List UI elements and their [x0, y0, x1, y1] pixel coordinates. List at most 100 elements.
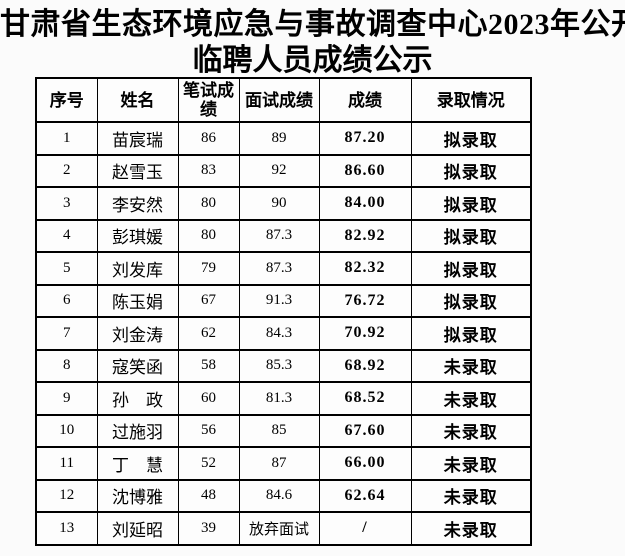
- cell-written-score: 58: [177, 348, 240, 383]
- cell-written-score: 48: [177, 478, 240, 513]
- header-no: 序号: [35, 77, 98, 123]
- score-table: 序号 姓名 笔试成绩 面试成绩 成绩 录取情况 1 苗宸瑞 86 89 87.2…: [35, 77, 532, 546]
- cell-name: 苗宸瑞: [96, 121, 179, 156]
- table-row: 9 孙 政 60 81.3 68.52 未录取: [35, 381, 532, 416]
- cell-no: 9: [35, 381, 98, 416]
- cell-name: 寇笑函: [96, 348, 179, 383]
- cell-name: 彭琪媛: [96, 218, 179, 253]
- cell-interview-score: 87.3: [238, 218, 320, 253]
- table-row: 11 丁 慧 52 87 66.00 未录取: [35, 446, 532, 481]
- cell-interview-score: 84.6: [238, 478, 320, 513]
- cell-name: 过施羽: [96, 413, 179, 448]
- page-title-line1: 甘肃省生态环境应急与事故调查中心2023年公开招聘: [0, 8, 625, 41]
- cell-total-score: /: [318, 511, 412, 546]
- cell-written-score: 67: [177, 283, 240, 318]
- cell-name: 李安然: [96, 186, 179, 221]
- cell-name: 沈博雅: [96, 478, 179, 513]
- cell-interview-score: 92: [238, 153, 320, 188]
- cell-total-score: 84.00: [318, 186, 412, 221]
- cell-admission-status: 拟录取: [410, 186, 532, 221]
- cell-admission-status: 未录取: [410, 381, 532, 416]
- table-row: 10 过施羽 56 85 67.60 未录取: [35, 413, 532, 448]
- cell-total-score: 86.60: [318, 153, 412, 188]
- cell-admission-status: 拟录取: [410, 121, 532, 156]
- cell-interview-score: 87: [238, 446, 320, 481]
- table-row: 2 赵雪玉 83 92 86.60 拟录取: [35, 153, 532, 188]
- cell-no: 6: [35, 283, 98, 318]
- cell-total-score: 76.72: [318, 283, 412, 318]
- cell-total-score: 68.52: [318, 381, 412, 416]
- cell-interview-score: 81.3: [238, 381, 320, 416]
- cell-total-score: 67.60: [318, 413, 412, 448]
- cell-written-score: 62: [177, 316, 240, 351]
- cell-name: 刘发库: [96, 251, 179, 286]
- cell-written-score: 79: [177, 251, 240, 286]
- cell-total-score: 68.92: [318, 348, 412, 383]
- header-name: 姓名: [96, 77, 179, 123]
- cell-name: 丁 慧: [96, 446, 179, 481]
- cell-interview-score: 90: [238, 186, 320, 221]
- cell-name: 刘延昭: [96, 511, 179, 546]
- cell-interview-score: 84.3: [238, 316, 320, 351]
- table-row: 4 彭琪媛 80 87.3 82.92 拟录取: [35, 218, 532, 253]
- cell-no: 7: [35, 316, 98, 351]
- cell-admission-status: 未录取: [410, 478, 532, 513]
- cell-admission-status: 拟录取: [410, 251, 532, 286]
- cell-admission-status: 拟录取: [410, 283, 532, 318]
- cell-written-score: 56: [177, 413, 240, 448]
- cell-no: 2: [35, 153, 98, 188]
- cell-written-score: 80: [177, 186, 240, 221]
- cell-admission-status: 未录取: [410, 511, 532, 546]
- cell-no: 12: [35, 478, 98, 513]
- cell-total-score: 66.00: [318, 446, 412, 481]
- cell-admission-status: 拟录取: [410, 153, 532, 188]
- cell-total-score: 87.20: [318, 121, 412, 156]
- cell-interview-score: 91.3: [238, 283, 320, 318]
- cell-name: 孙 政: [96, 381, 179, 416]
- cell-written-score: 83: [177, 153, 240, 188]
- cell-name: 赵雪玉: [96, 153, 179, 188]
- cell-no: 11: [35, 446, 98, 481]
- cell-interview-score: 87.3: [238, 251, 320, 286]
- cell-written-score: 80: [177, 218, 240, 253]
- cell-no: 4: [35, 218, 98, 253]
- cell-no: 10: [35, 413, 98, 448]
- cell-no: 13: [35, 511, 98, 546]
- cell-written-score: 60: [177, 381, 240, 416]
- table-row: 13 刘延昭 39 放弃面试 / 未录取: [35, 511, 532, 546]
- cell-admission-status: 未录取: [410, 413, 532, 448]
- header-total-score: 成绩: [318, 77, 412, 123]
- table-row: 6 陈玉娟 67 91.3 76.72 拟录取: [35, 283, 532, 318]
- cell-admission-status: 拟录取: [410, 316, 532, 351]
- cell-total-score: 70.92: [318, 316, 412, 351]
- cell-no: 1: [35, 121, 98, 156]
- header-interview-score: 面试成绩: [238, 77, 320, 123]
- table-row: 12 沈博雅 48 84.6 62.64 未录取: [35, 478, 532, 513]
- cell-interview-score: 89: [238, 121, 320, 156]
- header-written-score: 笔试成绩: [177, 77, 240, 123]
- cell-interview-score: 放弃面试: [238, 511, 320, 546]
- cell-admission-status: 未录取: [410, 348, 532, 383]
- table-row: 3 李安然 80 90 84.00 拟录取: [35, 186, 532, 221]
- page-title: 甘肃省生态环境应急与事故调查中心2023年公开招聘 临聘人员成绩公示: [0, 0, 625, 77]
- table-row: 1 苗宸瑞 86 89 87.20 拟录取: [35, 121, 532, 156]
- cell-total-score: 62.64: [318, 478, 412, 513]
- cell-total-score: 82.92: [318, 218, 412, 253]
- header-admission-status: 录取情况: [410, 77, 532, 123]
- cell-no: 5: [35, 251, 98, 286]
- cell-admission-status: 拟录取: [410, 218, 532, 253]
- cell-name: 陈玉娟: [96, 283, 179, 318]
- table-header-row: 序号 姓名 笔试成绩 面试成绩 成绩 录取情况: [35, 77, 532, 123]
- cell-interview-score: 85.3: [238, 348, 320, 383]
- cell-admission-status: 未录取: [410, 446, 532, 481]
- cell-total-score: 82.32: [318, 251, 412, 286]
- cell-written-score: 52: [177, 446, 240, 481]
- cell-name: 刘金涛: [96, 316, 179, 351]
- table-row: 8 寇笑函 58 85.3 68.92 未录取: [35, 348, 532, 383]
- table-row: 5 刘发库 79 87.3 82.32 拟录取: [35, 251, 532, 286]
- cell-no: 8: [35, 348, 98, 383]
- cell-interview-score: 85: [238, 413, 320, 448]
- cell-written-score: 39: [177, 511, 240, 546]
- cell-no: 3: [35, 186, 98, 221]
